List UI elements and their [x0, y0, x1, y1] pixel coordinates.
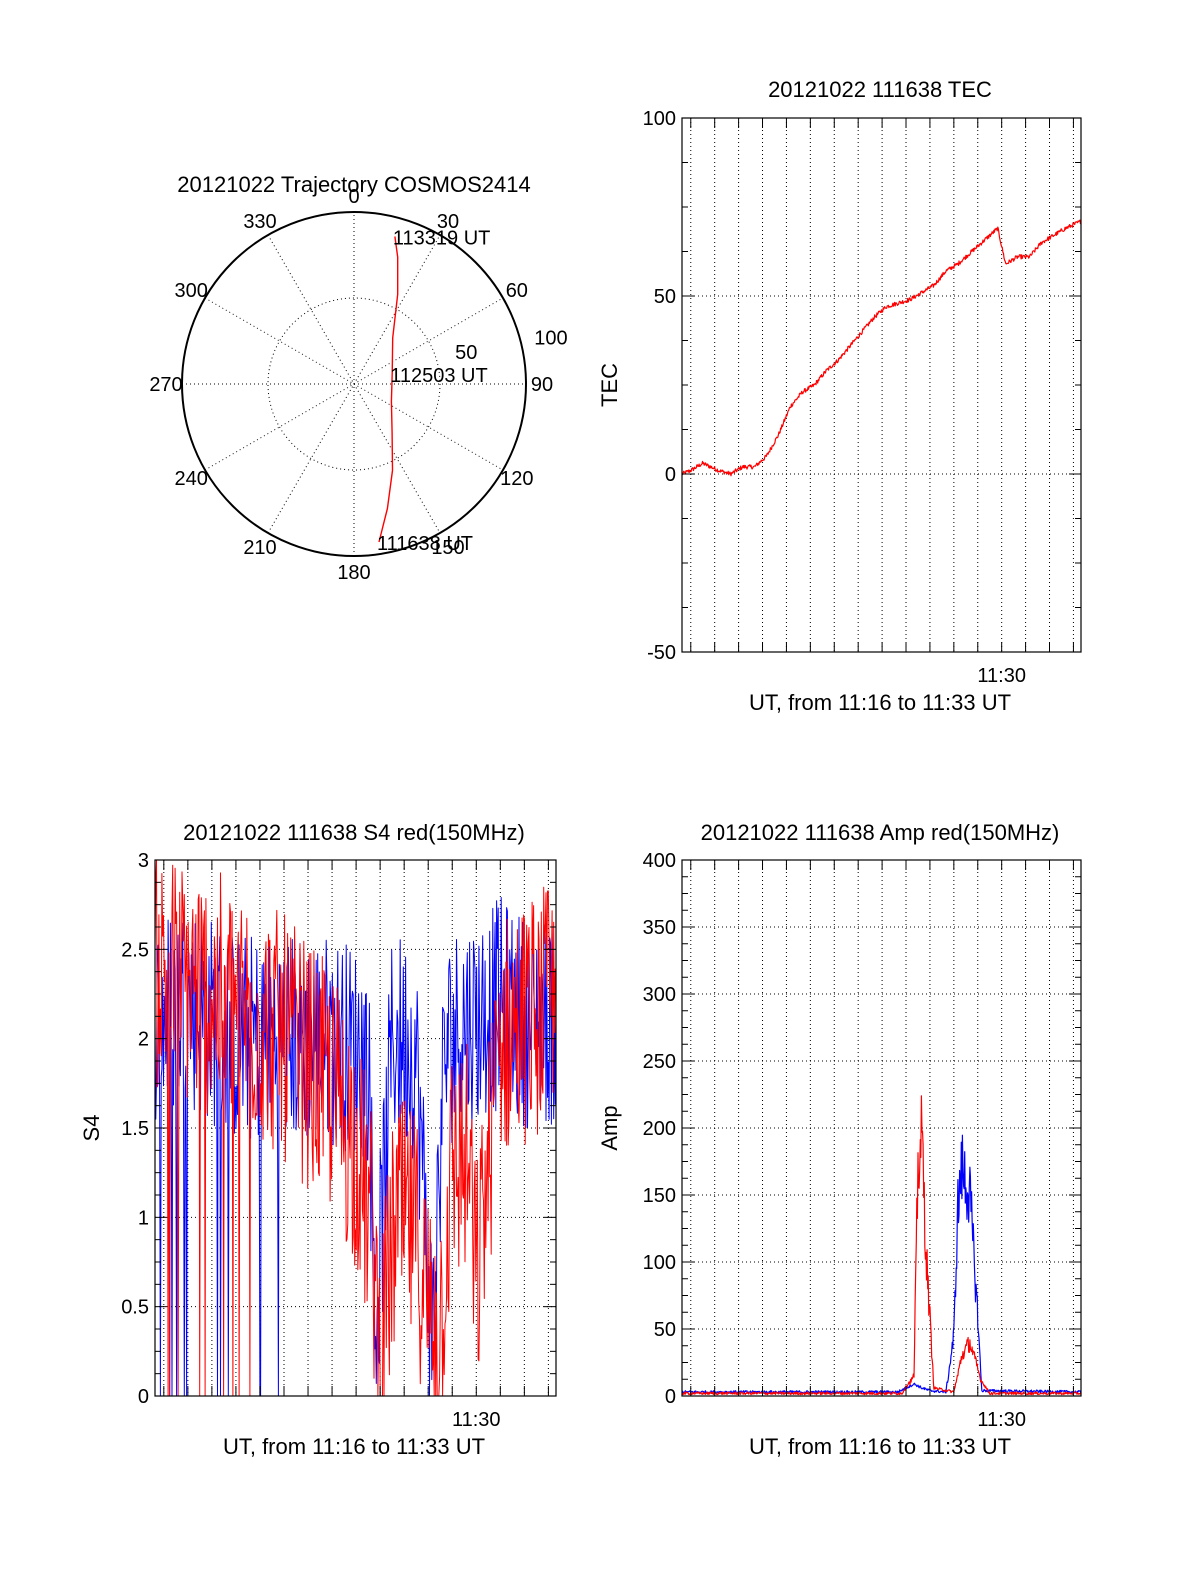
tec-series: [681, 219, 1082, 477]
azimuth-label: 90: [531, 374, 553, 396]
tec-xlabel: UT, from 11:16 to 11:33 UT: [749, 690, 1011, 715]
radial-labels: 50 100: [455, 327, 568, 364]
tec-ticks: -50 0 50 100 11:30: [643, 108, 1081, 687]
y-tick-label: 250: [643, 1051, 676, 1073]
y-tick-label: 3: [138, 850, 149, 872]
azimuth-labels: 0 30 60 90 120 150 180 210 240 270 300 330: [149, 186, 553, 584]
trajectory-annotations: 113319 UT 112503 UT 111638 UT: [377, 227, 490, 555]
series-line-1: [154, 859, 557, 1397]
y-tick-label: 1: [138, 1207, 149, 1229]
azimuth-label: 30: [437, 211, 459, 233]
azimuth-label: 330: [243, 211, 276, 233]
tec-frame: [681, 117, 1082, 653]
amp-series: [681, 1095, 1082, 1396]
y-tick-label: 1.5: [121, 1118, 149, 1140]
trajectory-line: [378, 236, 399, 543]
s4-xlabel: UT, from 11:16 to 11:33 UT: [223, 1434, 485, 1459]
trajectory-title: 20121022 Trajectory COSMOS2414: [177, 172, 530, 197]
azimuth-label: 180: [337, 562, 370, 584]
y-tick-label: 0: [665, 1386, 676, 1408]
tec-grid: [682, 118, 1081, 652]
s4-grid: [155, 860, 556, 1396]
trajectory-panel: 20121022 Trajectory COSMOS2414 0 30 60 90 12…: [149, 172, 567, 584]
tec-ylabel: TEC: [597, 363, 622, 407]
amp-ylabel: Amp: [597, 1105, 622, 1150]
amp-grid: [682, 860, 1081, 1396]
y-tick-label: 100: [643, 108, 676, 130]
azimuth-label: 150: [431, 537, 464, 559]
y-tick-label: 300: [643, 984, 676, 1006]
y-tick-label: 2.5: [121, 939, 149, 961]
y-tick-label: 200: [643, 1118, 676, 1140]
time-annotation: 113319 UT: [393, 227, 490, 249]
amp-ticks: 0 50 100 150 200 250 300 350 400 11:30: [643, 850, 1081, 1431]
polar-grid: [181, 211, 527, 557]
x-tick-label: 11:30: [452, 1409, 501, 1431]
y-tick-label: 50: [654, 286, 676, 308]
y-tick-label: 50: [654, 1319, 676, 1341]
azimuth-label: 0: [348, 186, 359, 208]
radial-label: 50: [455, 342, 477, 364]
x-tick-label: 11:30: [977, 1409, 1026, 1431]
y-tick-label: 400: [643, 850, 676, 872]
amp-frame: [681, 859, 1082, 1397]
x-tick-label: 11:30: [977, 665, 1026, 687]
azimuth-label: 300: [174, 280, 207, 302]
y-tick-label: 2: [138, 1029, 149, 1051]
azimuth-label: 240: [174, 468, 207, 490]
radial-label: 100: [534, 327, 567, 349]
s4-panel: 20121022 111638 S4 red(150MHz) 0 0.5 1 1.5 2…: [79, 820, 557, 1459]
time-annotation: 111638 UT: [377, 533, 473, 555]
series-line-0: [681, 1134, 1082, 1394]
y-tick-label: 0: [138, 1386, 149, 1408]
s4-series: [154, 859, 557, 1397]
tec-panel: 20121022 111638 TEC -50 0 50 100 11:30 UT, f…: [597, 77, 1082, 715]
amp-xlabel: UT, from 11:16 to 11:33 UT: [749, 1434, 1011, 1459]
y-tick-label: 350: [643, 917, 676, 939]
y-tick-label: 100: [643, 1252, 676, 1274]
series-line-1: [681, 1095, 1082, 1396]
s4-ticks: 0 0.5 1 1.5 2 2.5 3 11:30: [121, 850, 556, 1431]
azimuth-label: 120: [500, 468, 533, 490]
azimuth-label: 60: [506, 280, 528, 302]
polar-ring-50: [267, 297, 441, 471]
azimuth-label: 270: [149, 374, 182, 396]
trajectory-series: [378, 236, 399, 543]
series-line-0: [681, 219, 1082, 477]
y-tick-label: 150: [643, 1185, 676, 1207]
tec-title: 20121022 111638 TEC: [768, 77, 992, 102]
polar-spoke: [267, 234, 441, 534]
y-tick-label: -50: [647, 642, 676, 664]
y-tick-label: 0.5: [121, 1297, 149, 1319]
y-tick-label: 0: [665, 464, 676, 486]
s4-title: 20121022 111638 S4 red(150MHz): [183, 820, 525, 845]
time-annotation: 112503 UT: [390, 365, 487, 387]
s4-ylabel: S4: [79, 1115, 104, 1142]
amp-panel: 20121022 111638 Amp red(150MHz) 0 50 100 15…: [597, 820, 1082, 1459]
amp-title: 20121022 111638 Amp red(150MHz): [701, 820, 1060, 845]
azimuth-label: 210: [243, 537, 276, 559]
